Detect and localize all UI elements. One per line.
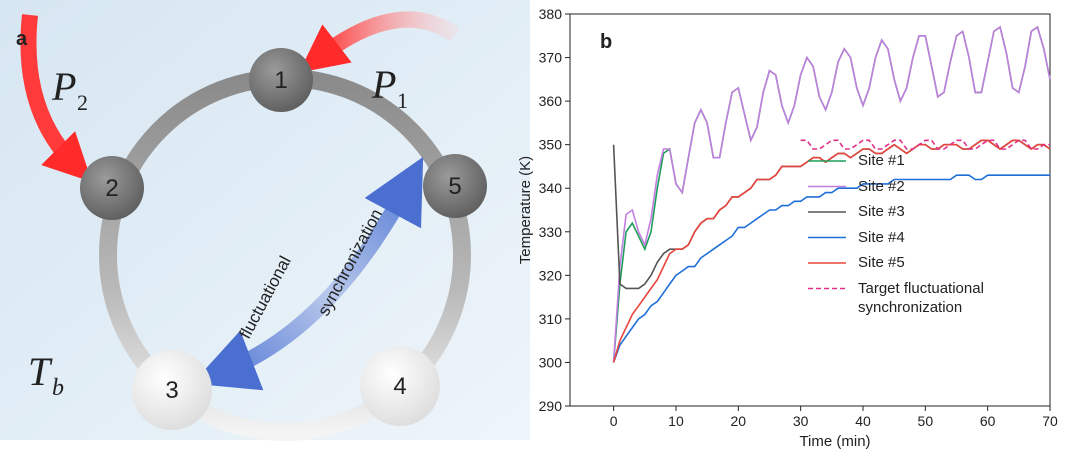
y-tick-label: 300: [539, 354, 563, 370]
node-label: 2: [105, 175, 118, 202]
y-tick-label: 320: [539, 267, 563, 283]
legend-label: Site #4: [858, 228, 905, 246]
node: [132, 350, 212, 430]
bath-symbol: T: [28, 349, 53, 394]
series-line: [800, 139, 1050, 150]
legend-entry: Site #1: [858, 152, 905, 169]
panel-label: b: [600, 31, 612, 53]
legend-entry: Site #4: [858, 228, 905, 246]
y-tick-label: 370: [539, 50, 563, 66]
y-tick-label: 290: [539, 398, 563, 414]
y-tick-label: 330: [539, 224, 563, 240]
legend-entry: Site #5: [858, 254, 905, 271]
legend-label: Site #5: [858, 254, 905, 271]
node-label: 4: [393, 373, 406, 400]
x-tick-label: 50: [918, 413, 934, 429]
legend-label: Site #3: [858, 203, 905, 220]
legend-label: Target fluctuational synchronization: [858, 279, 984, 316]
legend-entry: Site #2: [858, 177, 905, 195]
node-label: 1: [274, 67, 287, 94]
y-tick-label: 350: [539, 137, 563, 153]
node-label: 3: [165, 377, 178, 404]
node: [249, 48, 313, 112]
legend-entry: Target fluctuational synchronization: [858, 279, 984, 316]
y-tick-label: 340: [539, 180, 563, 196]
x-axis-label: Time (min): [799, 433, 870, 450]
y-tick-label: 310: [539, 311, 563, 327]
node-label: 5: [448, 173, 461, 200]
input-subscript: 1: [397, 88, 408, 113]
x-tick-label: 40: [855, 413, 871, 429]
x-tick-label: 10: [668, 413, 684, 429]
input-subscript: 2: [77, 90, 88, 115]
input-symbol: P: [51, 64, 76, 109]
legend-entry: Site #3: [858, 203, 905, 220]
sync-arrow: [192, 156, 424, 391]
node: [423, 154, 487, 218]
input-symbol: P: [371, 62, 396, 107]
y-tick-label: 380: [539, 6, 563, 22]
heat-arrow: [20, 14, 92, 182]
legend-label: Site #2: [858, 177, 905, 195]
series-line: [612, 139, 1051, 363]
series-line: [612, 174, 1050, 363]
node: [360, 346, 440, 426]
plot-frame: [569, 13, 1051, 407]
x-tick-label: 20: [731, 413, 747, 429]
x-tick-label: 60: [980, 413, 996, 429]
x-tick-label: 70: [1042, 413, 1058, 429]
series-line: [612, 25, 1051, 363]
x-tick-label: 0: [610, 413, 618, 429]
legend-label: Site #1: [858, 152, 905, 169]
y-axis-label: Temperature (K): [517, 156, 534, 264]
panel-label: a: [16, 28, 28, 50]
heat-arrow: [298, 11, 460, 73]
bath-subscript: b: [52, 375, 64, 401]
x-tick-label: 30: [793, 413, 809, 429]
node: [80, 156, 144, 220]
y-tick-label: 360: [539, 93, 563, 109]
